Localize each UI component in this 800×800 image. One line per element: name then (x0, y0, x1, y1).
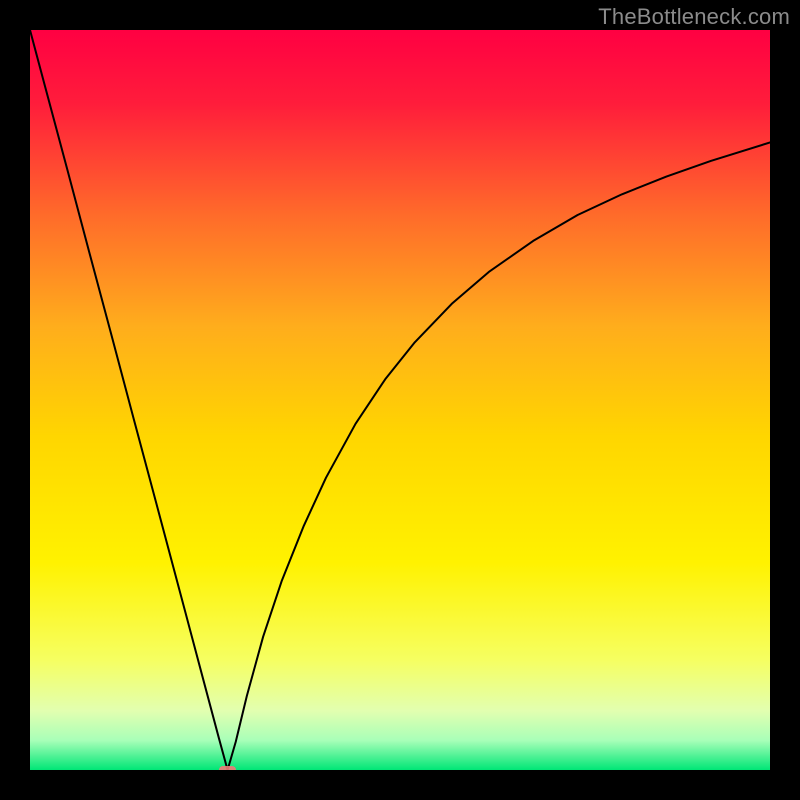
minimum-marker-dot (219, 766, 235, 770)
watermark-text: TheBottleneck.com (598, 4, 790, 30)
bottleneck-curve (30, 30, 770, 770)
plot-area (30, 30, 770, 770)
curve-path (30, 30, 770, 770)
chart-frame: TheBottleneck.com (0, 0, 800, 800)
